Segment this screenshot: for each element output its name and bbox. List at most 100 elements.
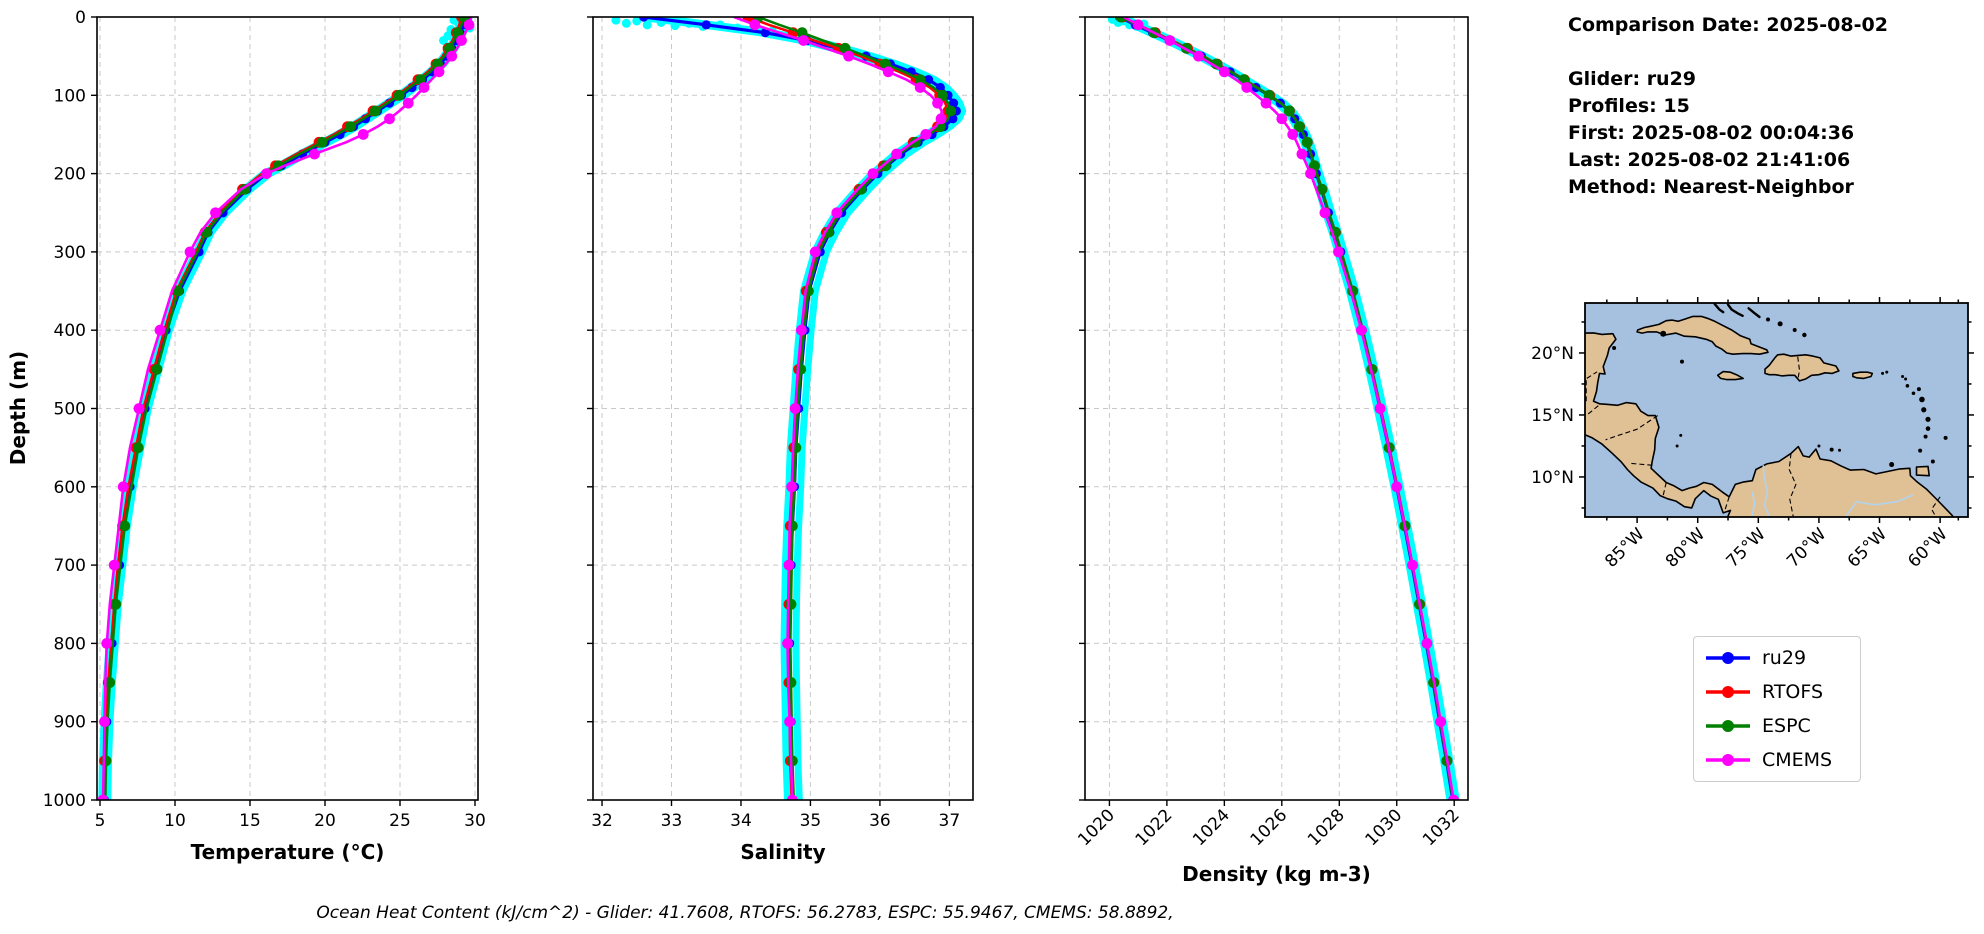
map-land-trinidad: [1915, 465, 1930, 477]
map-island-dot: [1881, 371, 1885, 375]
map-island-dot: [1901, 375, 1905, 379]
map-island-dot: [1925, 426, 1931, 431]
svg-text:1030: 1030: [1362, 805, 1407, 850]
comparison-date-text: Comparison Date: 2025-08-02: [1568, 14, 1888, 36]
map-border: [1629, 462, 1653, 466]
svg-text:20°N: 20°N: [1531, 344, 1574, 364]
temperature-plot-series-CMEMS: [97, 17, 475, 800]
svg-text:85°W: 85°W: [1601, 524, 1648, 571]
svg-text:200: 200: [54, 165, 86, 185]
density-plot-series-RTOFS: [1116, 17, 1455, 800]
map-island-dot: [1930, 459, 1935, 464]
svg-text:30: 30: [464, 811, 486, 831]
svg-text:100: 100: [54, 86, 86, 106]
legend-line-sample-RTOFS: [1706, 686, 1750, 698]
map-island-arc: [1713, 303, 1725, 314]
map-island-dot: [1766, 317, 1771, 322]
svg-text:80°W: 80°W: [1662, 524, 1709, 571]
svg-text:60°W: 60°W: [1904, 524, 1951, 571]
svg-text:15: 15: [239, 811, 261, 831]
svg-text:65°W: 65°W: [1844, 524, 1891, 571]
map-island-dot: [1916, 387, 1921, 392]
map-border: [1797, 356, 1801, 381]
svg-text:300: 300: [54, 243, 86, 263]
map-land-hispaniola: [1764, 353, 1840, 382]
svg-text:35: 35: [800, 811, 822, 831]
legend-label: ru29: [1762, 647, 1807, 669]
map-island-dot: [1838, 448, 1842, 452]
svg-text:15°N: 15°N: [1531, 406, 1574, 426]
map-river: [1845, 494, 1914, 517]
map-land-cuba: [1636, 315, 1769, 356]
legend-item-CMEMS: CMEMS: [1694, 746, 1860, 774]
info-panel-spacer: [1568, 39, 1888, 66]
legend-line-sample-CMEMS: [1706, 754, 1750, 766]
ocean-heat-content-text: Ocean Heat Content (kJ/cm^2) - Glider: 4…: [316, 903, 1174, 923]
density-plot-ticks: [1079, 16, 1455, 806]
legend-item-ru29: ru29: [1694, 644, 1860, 672]
map-island-dot: [1817, 444, 1821, 448]
map-island-dot: [1679, 359, 1684, 364]
salinity-plot-series-RTOFS: [742, 17, 954, 800]
salinity-plot: 32 33 34 35 36 37: [587, 16, 974, 831]
map-island-dot: [1904, 377, 1908, 381]
svg-text:34: 34: [730, 811, 752, 831]
temperature-plot: 5 10 15 20 25 3001002003004005006007008009001…: [43, 8, 486, 831]
salinity-plot-ticks: [587, 16, 951, 806]
svg-text:75°W: 75°W: [1723, 524, 1770, 571]
svg-text:33: 33: [661, 811, 683, 831]
map-island-dot: [1889, 462, 1895, 468]
svg-text:0: 0: [75, 8, 86, 28]
svg-text:900: 900: [54, 713, 86, 733]
map-island-dot: [1679, 433, 1683, 437]
density-plot: 1020 1022 1024 1026 1028 1030 1032: [1074, 16, 1469, 850]
map-border: [1586, 371, 1598, 379]
svg-text:500: 500: [54, 400, 86, 420]
map-island-dot: [1792, 328, 1797, 333]
svg-text:1032: 1032: [1419, 805, 1464, 850]
svg-text:70°W: 70°W: [1783, 524, 1830, 571]
map-island-dot: [1921, 407, 1927, 413]
density-axis-label: Density (kg m-3): [1182, 862, 1371, 886]
svg-text:1028: 1028: [1304, 805, 1349, 850]
svg-text:400: 400: [54, 321, 86, 341]
map-island-dot: [1943, 435, 1948, 440]
legend-line-sample-ru29: [1706, 652, 1750, 664]
salinity-axis-label: Salinity: [740, 840, 826, 864]
density-plot-tick-labels: 1020 1022 1024 1026 1028 1030 1032: [1074, 805, 1464, 850]
map-ticks: [1579, 297, 1974, 523]
map-island-dot: [1660, 330, 1667, 337]
temperature-axis-label: Temperature (°C): [190, 840, 385, 864]
map-land-puerto_rico: [1852, 371, 1874, 380]
map-inset: 10°N 15°N 20°N 85°W 80°W 75°W 70°W 65°W 60°W: [1531, 297, 1974, 572]
svg-text:1022: 1022: [1132, 805, 1177, 850]
density-plot-series-CMEMS: [1123, 17, 1460, 800]
temperature-plot-ticks: [91, 16, 476, 806]
map-island-dot: [1675, 444, 1679, 448]
map-river: [1750, 491, 1756, 517]
svg-text:700: 700: [54, 556, 86, 576]
temperature-plot-grid: [97, 16, 478, 801]
map-island-dot: [1919, 396, 1925, 403]
legend-item-ESPC: ESPC: [1694, 712, 1860, 740]
svg-text:10: 10: [164, 811, 186, 831]
map-island-dot: [1777, 321, 1783, 327]
profiles-count-text: Profiles: 15: [1568, 95, 1690, 117]
map-island-dot: [1802, 332, 1807, 338]
density-plot-series-ESPC: [1115, 17, 1455, 800]
legend-label: ESPC: [1762, 715, 1811, 737]
temperature-plot-raw-glider-band: [98, 17, 475, 800]
last-profile-time-text: Last: 2025-08-02 21:41:06: [1568, 149, 1851, 171]
info-panel: Comparison Date: 2025-08-02 Glider: ru29…: [1568, 12, 1888, 201]
temperature-plot-series-ESPC: [100, 17, 470, 800]
temperature-plot-series-RTOFS: [99, 17, 467, 800]
map-island-dot: [1918, 448, 1923, 453]
salinity-plot-series-CMEMS: [733, 17, 947, 800]
map-island-arc: [1747, 307, 1761, 319]
svg-text:10°N: 10°N: [1531, 468, 1574, 488]
svg-text:25: 25: [389, 811, 411, 831]
method-text: Method: Nearest-Neighbor: [1568, 176, 1854, 198]
legend-line-sample-ESPC: [1706, 720, 1750, 732]
